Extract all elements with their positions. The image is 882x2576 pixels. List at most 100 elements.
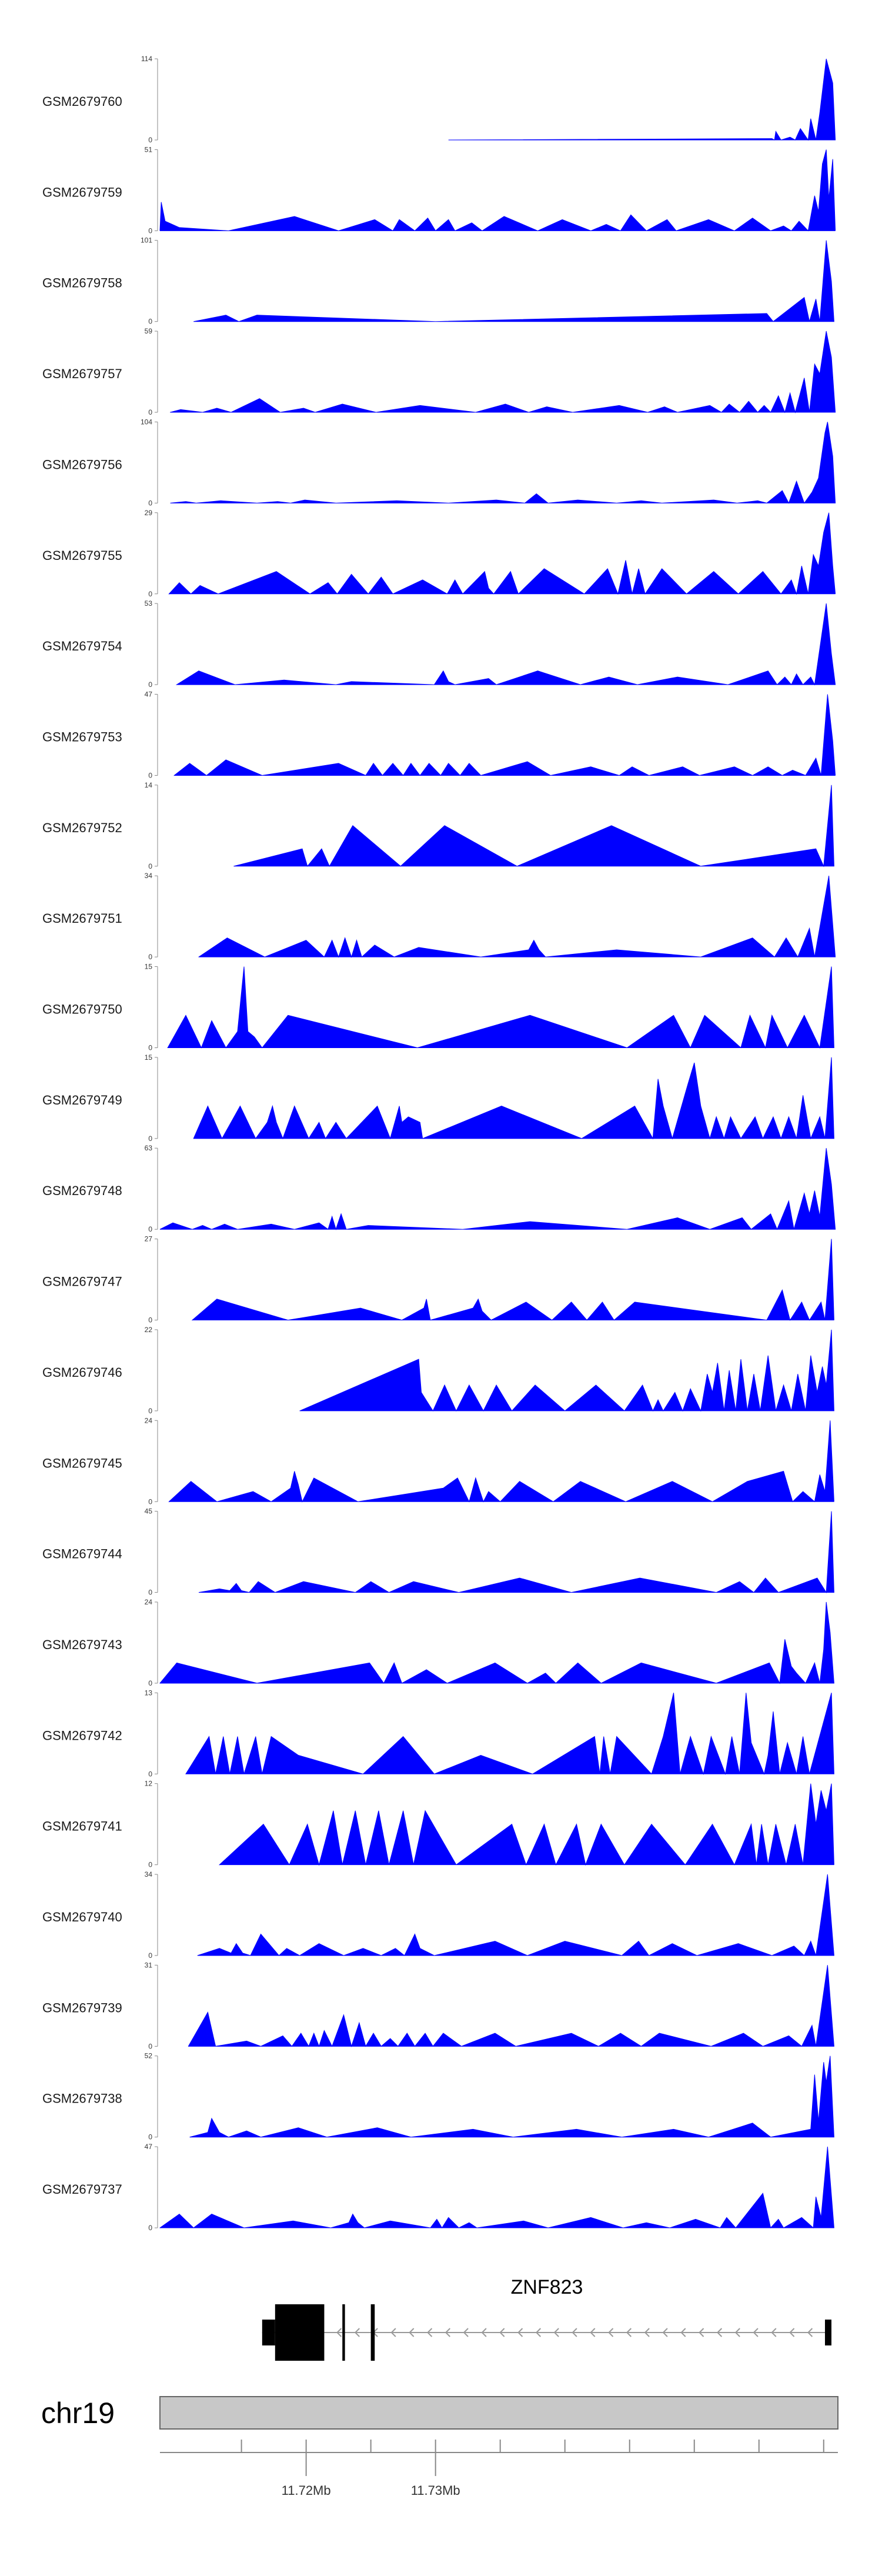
coverage-area — [193, 1057, 834, 1140]
y-tick-label-min: 0 — [148, 680, 152, 689]
y-tick-label-min: 0 — [148, 499, 152, 507]
coverage-track: GSM2679740 34 0 — [42, 1870, 834, 1960]
coverage-track: GSM2679746 22 0 — [42, 1326, 834, 1415]
coverage-area — [173, 694, 836, 776]
coverage-area — [185, 1693, 834, 1776]
coverage-track: GSM2679755 29 0 — [42, 509, 836, 598]
coverage-track: GSM2679758 101 0 — [42, 236, 834, 326]
strand-arrow — [463, 2328, 469, 2337]
y-tick-label-max: 104 — [141, 418, 152, 426]
y-tick-label-min: 0 — [148, 771, 152, 779]
coverage-area — [197, 1874, 834, 1956]
coverage-area — [198, 876, 836, 958]
strand-arrow — [734, 2328, 740, 2337]
coverage-track: GSM2679739 31 0 — [42, 1961, 834, 2050]
y-tick-label-min: 0 — [148, 1225, 152, 1233]
y-tick-label-max: 27 — [145, 1235, 153, 1243]
y-tick-label-max: 24 — [145, 1598, 153, 1606]
gene-name: ZNF823 — [511, 2276, 583, 2298]
y-tick-label-max: 34 — [145, 872, 153, 880]
y-tick-label-max: 63 — [145, 1144, 153, 1152]
y-tick-label-min: 0 — [148, 1770, 152, 1778]
sample-label: GSM2679740 — [42, 1910, 122, 1924]
coverage-track: GSM2679737 47 0 — [42, 2143, 834, 2232]
sample-label: GSM2679759 — [42, 185, 122, 199]
coverage-area — [168, 512, 836, 595]
strand-arrow — [753, 2328, 759, 2337]
sample-label: GSM2679758 — [42, 276, 122, 291]
coverage-area — [188, 1965, 834, 2048]
sample-label: GSM2679743 — [42, 1637, 122, 1652]
strand-arrow — [535, 2328, 542, 2337]
sample-label: GSM2679739 — [42, 2000, 122, 2015]
coverage-area — [198, 1511, 834, 1594]
exon-block — [342, 2304, 345, 2361]
coverage-area — [448, 58, 836, 141]
y-tick-label-max: 59 — [145, 327, 153, 335]
chromosome-name: chr19 — [41, 2397, 115, 2430]
sample-label: GSM2679741 — [42, 1819, 122, 1834]
coverage-track: GSM2679750 15 0 — [42, 963, 834, 1052]
y-tick-label-min: 0 — [148, 2224, 152, 2232]
sample-label: GSM2679752 — [42, 820, 122, 835]
y-tick-label-max: 14 — [145, 781, 153, 789]
coverage-area — [159, 1148, 836, 1230]
coverage-track: GSM2679749 15 0 — [42, 1053, 834, 1143]
utr-block — [824, 2320, 831, 2345]
y-tick-label-max: 114 — [141, 55, 152, 63]
coverage-track: GSM2679756 104 0 — [42, 418, 836, 507]
sample-label: GSM2679755 — [42, 548, 122, 563]
coverage-area — [189, 2056, 834, 2138]
y-tick-label-min: 0 — [148, 1679, 152, 1687]
strand-arrow — [572, 2328, 577, 2337]
coverage-track: GSM2679741 12 0 — [42, 1780, 834, 1869]
strand-arrow — [390, 2328, 396, 2337]
strand-arrow — [517, 2328, 523, 2337]
strand-arrow — [445, 2328, 450, 2337]
sample-label: GSM2679742 — [42, 1728, 122, 1743]
y-tick-label-min: 0 — [148, 136, 152, 144]
y-tick-label-min: 0 — [148, 590, 152, 598]
y-tick-label-min: 0 — [148, 953, 152, 961]
y-tick-label-max: 22 — [145, 1326, 153, 1334]
coverage-area — [170, 331, 836, 413]
coverage-area — [175, 603, 836, 686]
utr-block — [262, 2320, 275, 2345]
y-tick-label-min: 0 — [148, 1951, 152, 1960]
exon-block — [370, 2304, 375, 2361]
y-tick-label-min: 0 — [148, 1134, 152, 1143]
strand-arrow — [662, 2328, 668, 2337]
sample-label: GSM2679737 — [42, 2182, 122, 2197]
y-tick-label-min: 0 — [148, 226, 152, 235]
exon-block — [275, 2304, 325, 2361]
y-tick-label-max: 12 — [145, 1780, 153, 1788]
coverage-track: GSM2679760 114 0 — [42, 55, 836, 144]
sample-label: GSM2679757 — [42, 366, 122, 381]
sample-label: GSM2679745 — [42, 1456, 122, 1470]
y-tick-label-min: 0 — [148, 318, 152, 326]
coverage-track: GSM2679752 14 0 — [42, 781, 834, 870]
strand-arrow — [626, 2328, 632, 2337]
y-tick-label-max: 13 — [145, 1689, 153, 1697]
coverage-area — [159, 149, 836, 232]
coverage-track: GSM2679754 53 0 — [42, 599, 836, 689]
sample-label: GSM2679749 — [42, 1093, 122, 1107]
strand-arrow — [499, 2328, 505, 2337]
y-tick-label-max: 101 — [141, 236, 152, 245]
gene-annotation-track: ZNF823 — [262, 2276, 831, 2361]
coverage-area — [193, 240, 834, 322]
sample-label: GSM2679748 — [42, 1183, 122, 1198]
coverage-track: GSM2679759 51 0 — [42, 145, 836, 235]
coverage-track: GSM2679757 59 0 — [42, 327, 836, 416]
strand-arrow — [354, 2328, 360, 2337]
sample-label: GSM2679738 — [42, 2091, 122, 2106]
y-tick-label-max: 29 — [145, 509, 153, 517]
coverage-area — [168, 1420, 834, 1503]
y-tick-label-max: 45 — [145, 1507, 153, 1516]
coverage-track: GSM2679747 27 0 — [42, 1235, 834, 1324]
coverage-area — [159, 1601, 834, 1684]
coverage-area — [233, 785, 834, 867]
y-tick-label-max: 47 — [145, 690, 153, 698]
y-tick-label-min: 0 — [148, 408, 152, 416]
strand-arrow — [789, 2328, 795, 2337]
